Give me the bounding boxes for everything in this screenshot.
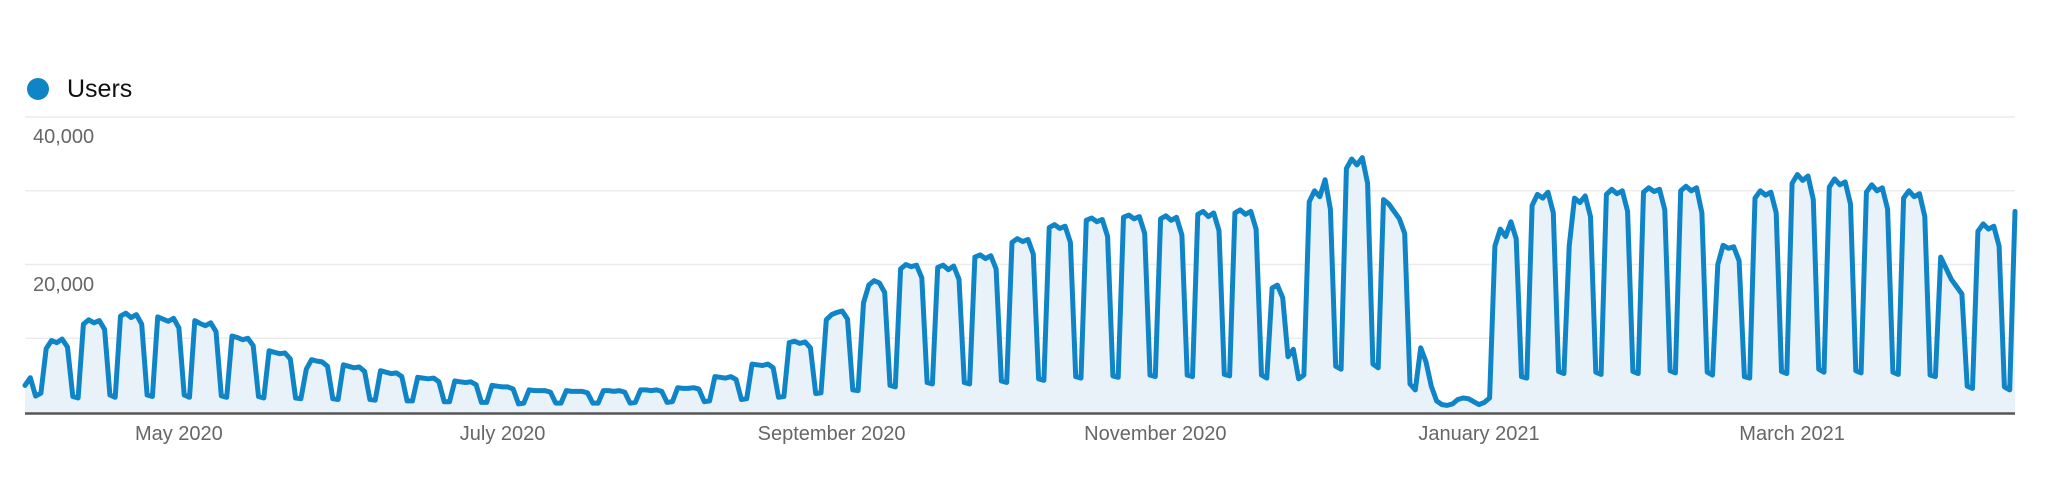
users-series-dot-icon (27, 78, 49, 100)
users-line[interactable] (22, 155, 2018, 408)
legend-users[interactable]: Users (27, 74, 132, 104)
legend-users-label: Users (67, 74, 133, 103)
users-area-fill (25, 157, 2015, 412)
